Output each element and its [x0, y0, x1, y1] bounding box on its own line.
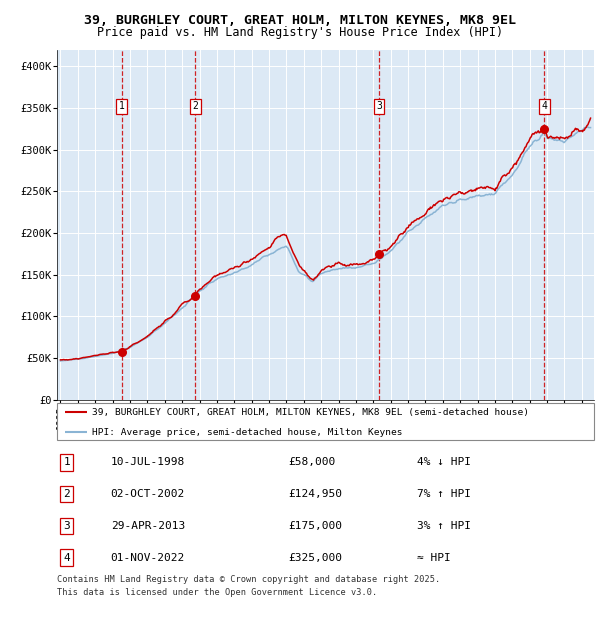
Text: 2: 2	[192, 101, 198, 112]
Text: 1: 1	[119, 101, 125, 112]
Text: 7% ↑ HPI: 7% ↑ HPI	[417, 489, 471, 499]
Text: 02-OCT-2002: 02-OCT-2002	[111, 489, 185, 499]
FancyBboxPatch shape	[57, 403, 594, 440]
Text: 4: 4	[541, 101, 547, 112]
Text: 01-NOV-2022: 01-NOV-2022	[111, 552, 185, 562]
Text: 3: 3	[63, 521, 70, 531]
Text: This data is licensed under the Open Government Licence v3.0.: This data is licensed under the Open Gov…	[57, 588, 377, 597]
Text: £175,000: £175,000	[288, 521, 342, 531]
Text: 10-JUL-1998: 10-JUL-1998	[111, 458, 185, 467]
Text: £124,950: £124,950	[288, 489, 342, 499]
Text: 2: 2	[63, 489, 70, 499]
Text: HPI: Average price, semi-detached house, Milton Keynes: HPI: Average price, semi-detached house,…	[92, 428, 403, 436]
Text: 4: 4	[63, 552, 70, 562]
Text: Price paid vs. HM Land Registry's House Price Index (HPI): Price paid vs. HM Land Registry's House …	[97, 26, 503, 39]
Text: 1: 1	[63, 458, 70, 467]
Text: £58,000: £58,000	[288, 458, 335, 467]
Text: 29-APR-2013: 29-APR-2013	[111, 521, 185, 531]
Text: 3% ↑ HPI: 3% ↑ HPI	[417, 521, 471, 531]
Text: 39, BURGHLEY COURT, GREAT HOLM, MILTON KEYNES, MK8 9EL: 39, BURGHLEY COURT, GREAT HOLM, MILTON K…	[84, 14, 516, 27]
Text: 39, BURGHLEY COURT, GREAT HOLM, MILTON KEYNES, MK8 9EL (semi-detached house): 39, BURGHLEY COURT, GREAT HOLM, MILTON K…	[92, 408, 529, 417]
Text: Contains HM Land Registry data © Crown copyright and database right 2025.: Contains HM Land Registry data © Crown c…	[57, 575, 440, 585]
Text: £325,000: £325,000	[288, 552, 342, 562]
Text: ≈ HPI: ≈ HPI	[417, 552, 451, 562]
Text: 4% ↓ HPI: 4% ↓ HPI	[417, 458, 471, 467]
Text: 3: 3	[376, 101, 382, 112]
